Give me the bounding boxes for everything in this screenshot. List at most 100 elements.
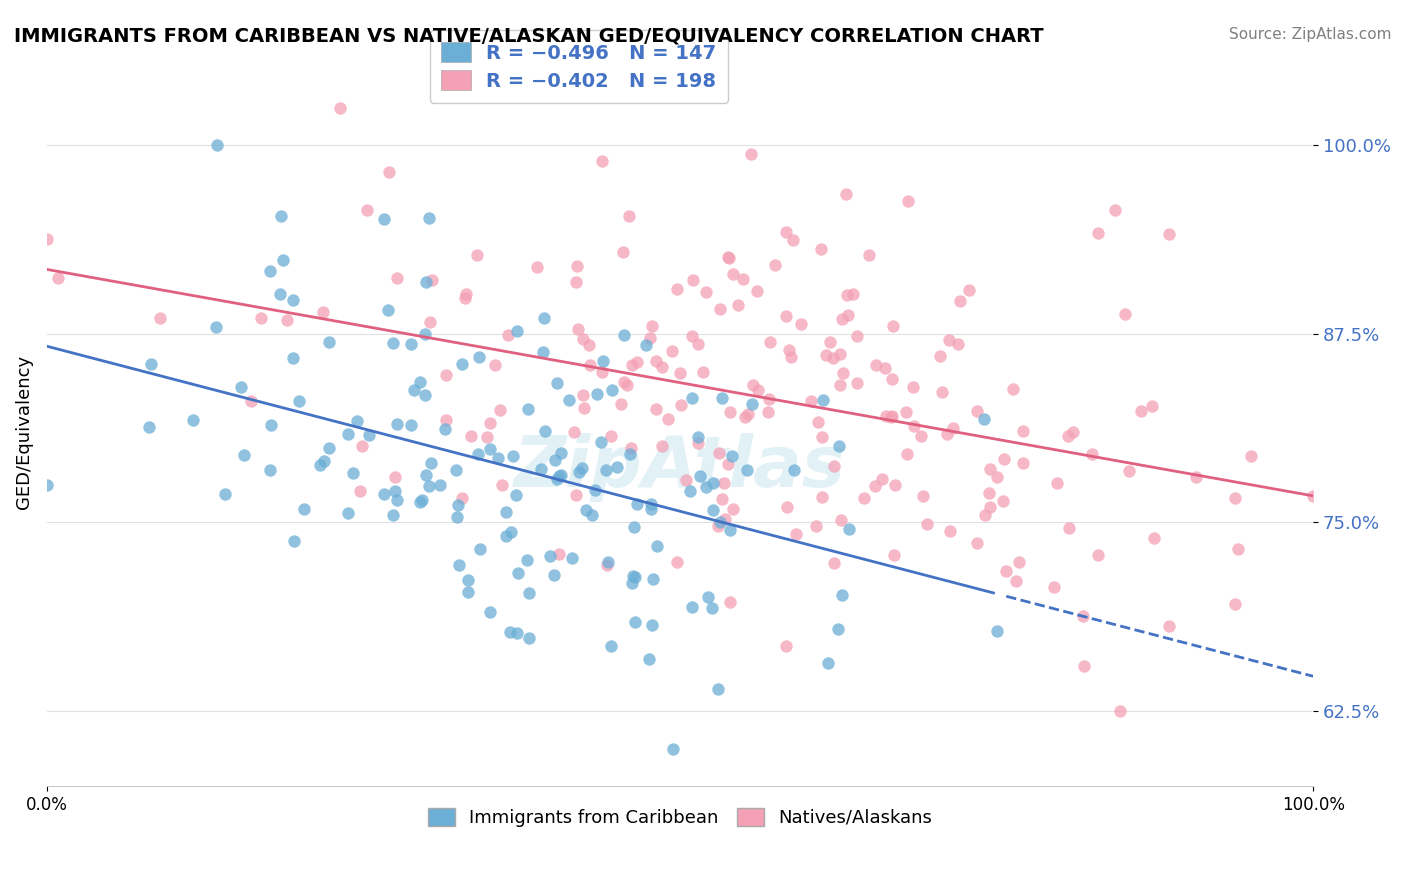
Point: [731, 272, 754, 286]
Point: [567, 259, 589, 273]
Point: [318, 441, 340, 455]
Point: [695, 480, 717, 494]
Point: [821, 351, 844, 365]
Point: [613, 327, 636, 342]
Point: [619, 448, 641, 462]
Point: [491, 478, 513, 492]
Point: [434, 422, 457, 436]
Point: [666, 555, 689, 569]
Point: [1056, 429, 1078, 443]
Point: [446, 510, 468, 524]
Point: [1227, 541, 1250, 556]
Point: [830, 513, 852, 527]
Point: [669, 398, 692, 412]
Point: [572, 332, 595, 346]
Point: [409, 376, 432, 390]
Point: [718, 523, 741, 537]
Point: [979, 500, 1001, 515]
Point: [1225, 491, 1247, 505]
Point: [139, 357, 162, 371]
Point: [499, 625, 522, 640]
Point: [586, 387, 609, 401]
Point: [626, 355, 648, 369]
Point: [429, 478, 451, 492]
Point: [598, 555, 620, 569]
Point: [718, 595, 741, 609]
Point: [875, 361, 897, 376]
Point: [402, 383, 425, 397]
Point: [1143, 532, 1166, 546]
Point: [312, 305, 335, 319]
Point: [467, 447, 489, 461]
Point: [561, 550, 583, 565]
Point: [1042, 580, 1064, 594]
Point: [966, 404, 988, 418]
Point: [505, 626, 527, 640]
Point: [1062, 425, 1084, 440]
Point: [385, 492, 408, 507]
Point: [486, 450, 509, 465]
Point: [1057, 521, 1080, 535]
Point: [329, 101, 352, 115]
Point: [273, 252, 295, 267]
Point: [434, 413, 457, 427]
Point: [979, 486, 1001, 500]
Point: [547, 547, 569, 561]
Point: [231, 379, 253, 393]
Point: [716, 250, 738, 264]
Point: [567, 322, 589, 336]
Point: [875, 409, 897, 424]
Point: [675, 474, 697, 488]
Point: [546, 472, 568, 486]
Text: ZipAtlas: ZipAtlas: [515, 433, 846, 502]
Point: [352, 439, 374, 453]
Point: [823, 556, 845, 570]
Point: [1081, 447, 1104, 461]
Point: [837, 288, 859, 302]
Point: [621, 576, 644, 591]
Point: [1114, 307, 1136, 321]
Point: [706, 518, 728, 533]
Point: [651, 360, 673, 375]
Point: [517, 586, 540, 600]
Point: [973, 412, 995, 426]
Point: [409, 495, 432, 509]
Point: [181, 412, 204, 426]
Point: [695, 285, 717, 299]
Point: [641, 319, 664, 334]
Point: [470, 541, 492, 556]
Point: [758, 334, 780, 349]
Point: [484, 358, 506, 372]
Point: [621, 358, 644, 372]
Point: [624, 615, 647, 630]
Point: [1011, 456, 1033, 470]
Point: [935, 426, 957, 441]
Point: [640, 618, 662, 632]
Point: [465, 248, 488, 262]
Point: [806, 415, 828, 429]
Point: [600, 383, 623, 397]
Point: [783, 463, 806, 477]
Point: [434, 368, 457, 382]
Point: [460, 429, 482, 443]
Point: [349, 484, 371, 499]
Point: [894, 405, 917, 419]
Point: [583, 483, 606, 497]
Point: [775, 225, 797, 239]
Point: [621, 568, 644, 582]
Point: [831, 312, 853, 326]
Point: [747, 383, 769, 397]
Point: [612, 245, 634, 260]
Point: [686, 337, 709, 351]
Point: [385, 417, 408, 431]
Point: [544, 453, 567, 467]
Point: [710, 491, 733, 506]
Point: [1302, 489, 1324, 503]
Point: [903, 419, 925, 434]
Point: [1002, 382, 1025, 396]
Point: [283, 293, 305, 307]
Point: [579, 358, 602, 372]
Point: [496, 328, 519, 343]
Point: [946, 337, 969, 351]
Point: [259, 462, 281, 476]
